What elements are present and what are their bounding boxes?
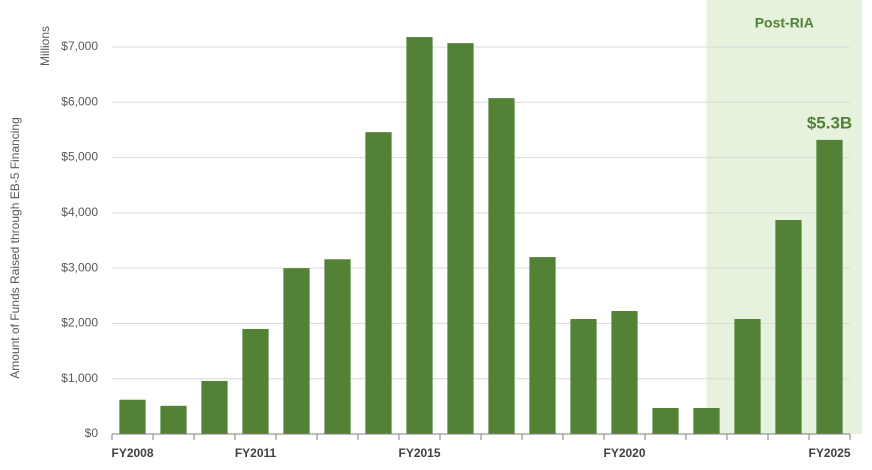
bar [160, 405, 187, 434]
bar [365, 132, 392, 435]
bar [283, 268, 310, 434]
y-tick-label: $2,000 [61, 316, 98, 330]
bar [816, 139, 843, 434]
bar [488, 98, 515, 434]
bar [242, 328, 269, 434]
x-tick-label: FY2020 [603, 446, 645, 460]
x-tick-label: FY2008 [111, 446, 153, 460]
y-tick-label: $0 [85, 426, 99, 440]
bar [611, 310, 638, 434]
bar [119, 399, 146, 434]
y-axis-label: Amount of Funds Raised through EB-5 Fina… [8, 117, 22, 378]
bar [775, 220, 802, 434]
y-tick-label: $1,000 [61, 371, 98, 385]
y-tick-label: $4,000 [61, 205, 98, 219]
y-tick-label: $5,000 [61, 150, 98, 164]
y-tick-label: $6,000 [61, 94, 98, 108]
bar [201, 380, 228, 434]
value-label: $5.3B [807, 113, 852, 132]
bar [652, 408, 679, 434]
bar [529, 257, 556, 434]
x-tick-label: FY2015 [398, 446, 440, 460]
y-unit-label: Millions [38, 26, 52, 66]
bar [324, 259, 351, 434]
bar [406, 37, 433, 434]
bar [570, 319, 597, 434]
y-tick-label: $7,000 [61, 39, 98, 53]
x-tick-label: FY2025 [808, 446, 850, 460]
x-tick-label: FY2011 [235, 446, 277, 460]
bar [693, 408, 720, 434]
bar [734, 319, 761, 434]
highlight-label: Post-RIA [755, 15, 814, 31]
y-tick-label: $3,000 [61, 260, 98, 274]
bar [447, 43, 474, 434]
